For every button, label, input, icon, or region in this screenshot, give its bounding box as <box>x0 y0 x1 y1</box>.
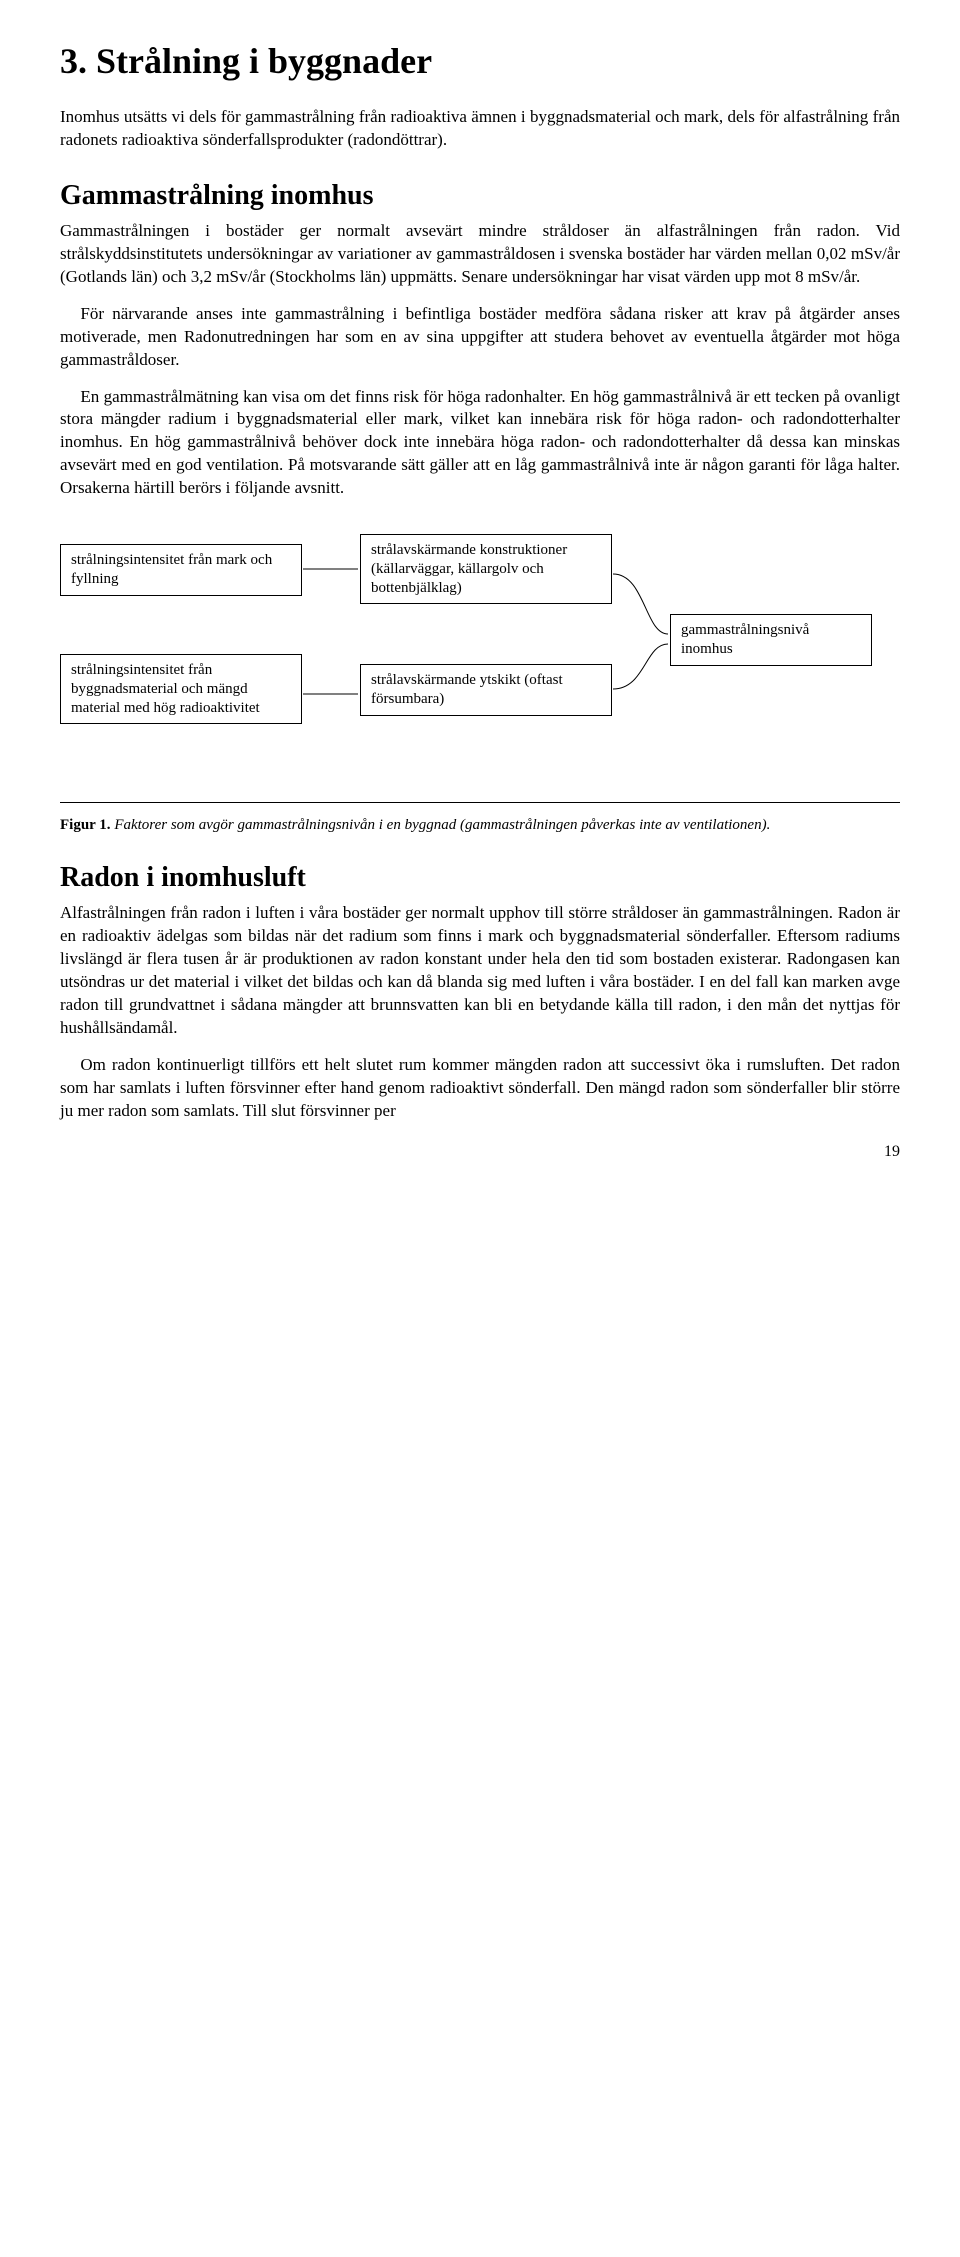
page-number: 19 <box>60 1143 900 1161</box>
figure-1-caption-text: Faktorer som avgör gammastrålningsnivån … <box>114 817 770 833</box>
figure-1-label: Figur 1. <box>60 817 111 833</box>
section-gamma-title: Gammastrålning inomhus <box>60 180 900 212</box>
diagram-box-result-level: gammastrålningsnivå inomhus <box>670 614 872 666</box>
chapter-title: 3. Strålning i byggnader <box>60 40 900 82</box>
diagram-box-source-ground: strålningsintensitet från mark och fylln… <box>60 544 302 596</box>
section-gamma-p2: För närvarande anses inte gammastrålning… <box>60 303 900 372</box>
section-radon-title: Radon i inomhusluft <box>60 862 900 894</box>
figure-separator <box>60 802 900 803</box>
diagram-box-source-material: strålningsintensitet från byggnadsmateri… <box>60 654 302 724</box>
section-gamma-p1: Gammastrålningen i bostäder ger normalt … <box>60 220 900 289</box>
section-radon-p2: Om radon kontinuerligt tillförs ett helt… <box>60 1054 900 1123</box>
diagram-box-shield-surface: strålavskärmande ytskikt (oftast försumb… <box>360 664 612 716</box>
intro-paragraph: Inomhus utsätts vi dels för gammastrålni… <box>60 106 900 152</box>
section-gamma-p3: En gammastrålmätning kan visa om det fin… <box>60 386 900 501</box>
diagram-box-shield-construction: strålavskärmande konstruktioner (källarv… <box>360 534 612 604</box>
figure-1-diagram: strålningsintensitet från mark och fylln… <box>60 534 900 784</box>
section-radon-p1: Alfastrålningen från radon i luften i vå… <box>60 902 900 1040</box>
figure-1-caption: Figur 1. Faktorer som avgör gammastrålni… <box>60 817 900 834</box>
